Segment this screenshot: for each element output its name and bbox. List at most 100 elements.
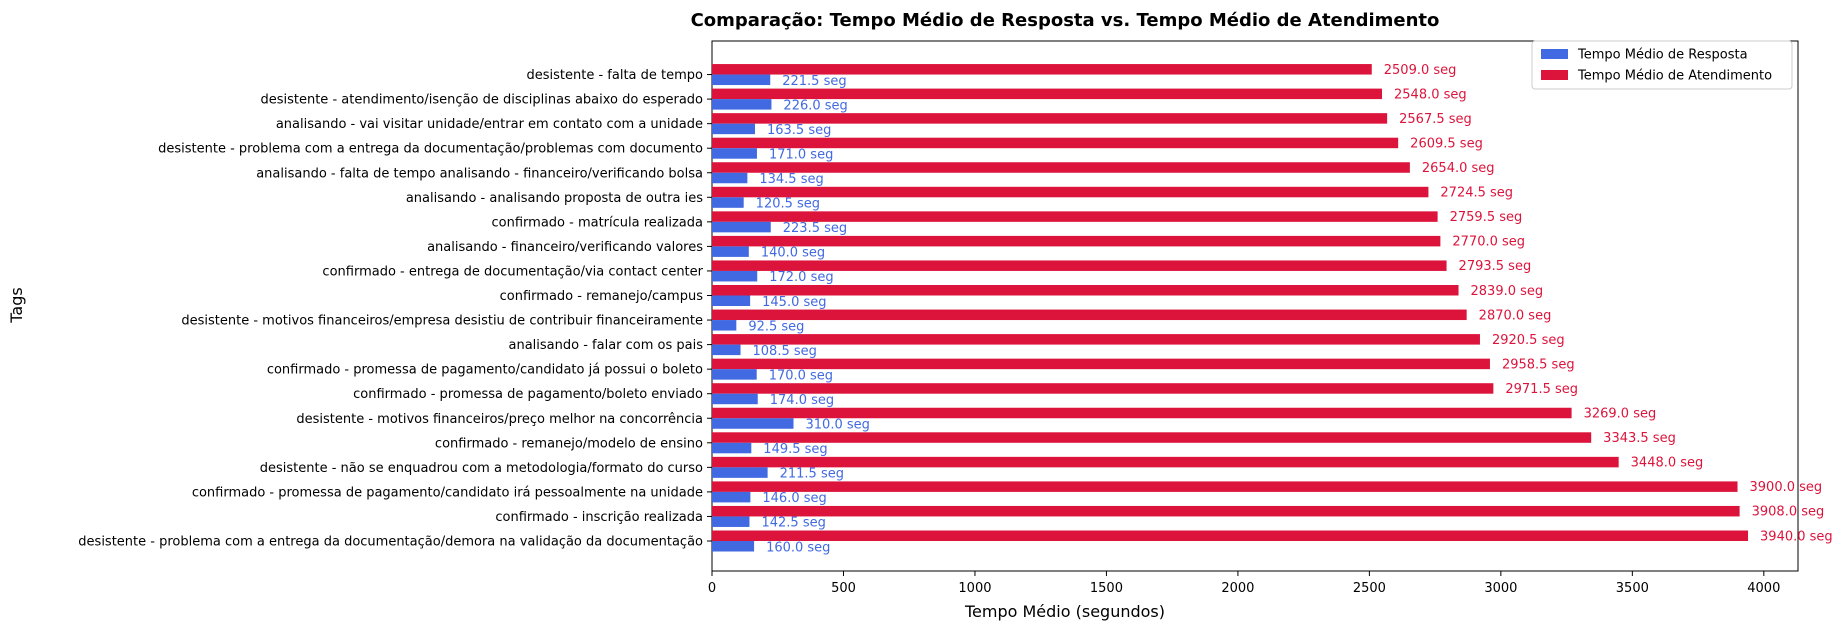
plot-area: 0 500 1000 1500 2000 2500 3000 3500 4000 desisten… [78,40,1833,596]
bar-resposta [712,99,772,110]
data-label-resposta: 171.0 seg [769,147,833,162]
bar-resposta [712,442,752,454]
data-label-atendimento: 2920.5 seg [1492,333,1565,348]
data-label-resposta: 211.5 seg [780,467,844,482]
bar-resposta [712,418,794,429]
data-label-atendimento: 2609.5 seg [1410,136,1483,151]
x-axis-label: Tempo Médio (segundos) [964,602,1165,621]
bar-resposta [712,270,758,282]
data-label-resposta: 142.5 seg [761,516,825,531]
legend-swatch [1541,70,1568,80]
y-tick-label: desistente - problema com a entrega da d… [78,535,703,550]
y-tick-label: analisando - financeiro/verificando valo… [427,240,703,255]
legend: Tempo Médio de Resposta Tempo Médio de At… [1531,40,1793,90]
bar-atendimento [712,260,1447,271]
bar-atendimento [712,211,1438,222]
data-label-atendimento: 2793.5 seg [1459,259,1532,274]
data-label-atendimento: 2770.0 seg [1452,235,1525,250]
y-tick-label: desistente - problema com a entrega da d… [158,142,703,157]
data-label-atendimento: 3269.0 seg [1584,407,1657,422]
bar-atendimento [712,358,1490,370]
data-label-atendimento: 3900.0 seg [1750,480,1823,495]
bar-resposta [712,467,768,478]
data-label-atendimento: 2724.5 seg [1440,186,1513,201]
bar-atendimento [712,137,1399,149]
chart-title: Comparação: Tempo Médio de Resposta vs. … [691,10,1440,31]
x-tick-label: 2000 [1221,581,1254,596]
y-axis-label: Tags [7,287,26,323]
bar-atendimento [712,383,1494,394]
x-tick-label: 4000 [1747,581,1780,596]
legend-swatch [1541,49,1568,59]
bar-resposta [712,369,757,380]
x-tick-label: 2500 [1353,581,1386,596]
bar-resposta [712,516,750,527]
x-tick-label: 1000 [958,581,991,596]
x-tick-label: 3000 [1484,581,1517,596]
data-label-atendimento: 2548.0 seg [1394,87,1467,102]
data-label-atendimento: 2654.0 seg [1422,161,1495,176]
bar-atendimento [712,285,1459,296]
data-label-resposta: 92.5 seg [748,319,804,334]
data-label-resposta: 172.0 seg [769,270,833,285]
y-tick-label: confirmado - remanejo/modelo de ensino [435,436,703,451]
bar-resposta [712,148,757,159]
data-label-resposta: 160.0 seg [766,540,830,555]
data-label-atendimento: 2759.5 seg [1450,210,1523,225]
data-label-resposta: 108.5 seg [753,344,817,359]
bar-resposta [712,172,748,184]
bar-atendimento [712,530,1749,541]
bar-atendimento [712,186,1429,198]
data-label-resposta: 221.5 seg [782,74,846,89]
bar-resposta [712,221,771,233]
y-tick-label: desistente - atendimento/isenção de disc… [260,93,703,108]
y-tick-label: confirmado - matrícula realizada [492,215,703,230]
y-tick-label: desistente - falta de tempo [527,68,704,83]
data-label-atendimento: 3343.5 seg [1603,431,1676,446]
y-tick-label: desistente - não se enquadrou com a meto… [260,461,703,476]
data-label-atendimento: 3908.0 seg [1752,505,1825,520]
bar-resposta [712,491,751,503]
data-label-resposta: 140.0 seg [761,246,825,261]
bar-atendimento [712,309,1467,321]
legend-entry: Tempo Médio de Resposta [1577,48,1748,63]
y-tick-label: confirmado - remanejo/campus [500,289,704,304]
data-label-atendimento: 3940.0 seg [1760,529,1833,544]
bar-resposta [712,320,737,331]
y-tick-label: confirmado - entrega de documentação/via… [322,264,703,279]
bar-atendimento [712,88,1383,100]
data-label-atendimento: 2509.0 seg [1384,63,1457,78]
data-label-atendimento: 2839.0 seg [1471,284,1544,299]
y-tick-label: analisando - analisando proposta de outr… [406,191,703,206]
legend-box [1531,40,1793,90]
bar-atendimento [712,64,1372,75]
bar-atendimento [712,162,1410,173]
bar-atendimento [712,505,1740,517]
x-tick-label: 1500 [1090,581,1123,596]
bar-atendimento [712,456,1619,468]
x-tick-label: 500 [831,581,856,596]
bar-atendimento [712,334,1480,345]
data-label-resposta: 146.0 seg [762,491,826,506]
bar-resposta [712,295,751,306]
data-label-resposta: 120.5 seg [756,197,820,212]
y-tick-label: analisando - vai visitar unidade/entrar … [276,117,703,132]
bar-resposta [712,393,758,405]
bar-resposta [712,197,744,208]
y-tick-label: desistente - motivos financeiros/empresa… [181,314,703,329]
data-label-resposta: 170.0 seg [769,368,833,383]
bar-atendimento [712,407,1572,419]
data-label-atendimento: 2567.5 seg [1399,112,1472,127]
data-label-atendimento: 2958.5 seg [1502,357,1575,372]
data-label-atendimento: 3448.0 seg [1631,456,1704,471]
data-label-resposta: 163.5 seg [767,123,831,138]
x-tick-label: 0 [708,581,716,596]
data-label-resposta: 223.5 seg [783,221,847,236]
x-tick-label: 3500 [1616,581,1649,596]
data-label-resposta: 310.0 seg [806,418,870,433]
bar-resposta [712,344,741,356]
data-label-resposta: 149.5 seg [763,442,827,457]
y-tick-label: desistente - motivos financeiros/preço m… [296,412,703,427]
bar-atendimento [712,481,1738,492]
